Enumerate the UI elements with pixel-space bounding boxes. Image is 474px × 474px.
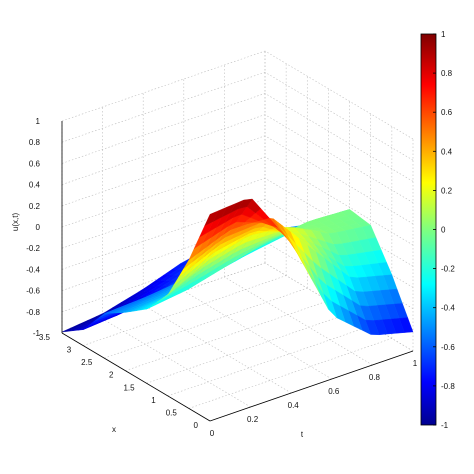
x-tick-label: 1.5 <box>123 383 135 392</box>
colorbar-tick-label: -0.2 <box>441 265 455 274</box>
t-tick-label: 0.8 <box>369 373 381 382</box>
back-wall-grid-line <box>264 156 414 246</box>
z-axis-label: u(x,t) <box>11 213 20 232</box>
colorbar-tick-label: 0.2 <box>441 186 453 195</box>
back-wall-grid-line <box>61 50 266 122</box>
t-tick-label: 0.6 <box>328 387 340 396</box>
colorbar-ticks: -1 -0.8 -0.6 -0.4 -0.2 0 0.2 0.4 0.6 0.8 1 <box>433 30 455 430</box>
back-wall-grid-line <box>264 135 414 225</box>
surface-mesh <box>61 198 414 336</box>
back-wall-grid-line <box>61 71 266 143</box>
back-wall-grid-line <box>264 50 414 140</box>
floor-grid-line <box>104 287 308 359</box>
floor-grid-line <box>188 338 392 409</box>
floor-grid-line <box>143 304 292 394</box>
z-tick-label: -0.2 <box>26 244 40 253</box>
colorbar-tick-label: -0.8 <box>441 382 455 391</box>
x-tick-label: 3 <box>67 346 72 355</box>
surface-patch <box>204 210 219 227</box>
floor-grid-line <box>224 276 373 366</box>
z-tick-label: -0.8 <box>26 308 40 317</box>
back-wall-grid-line <box>264 71 414 161</box>
x-tick-label: 2 <box>109 371 114 380</box>
back-wall-grid-line <box>264 93 414 182</box>
z-tick-label: 0.4 <box>29 181 41 190</box>
colorbar: -1 -0.8 -0.6 -0.4 -0.2 0 0.2 0.4 0.6 0.8 1 <box>420 30 455 430</box>
x-tick-label: 2.5 <box>81 358 93 367</box>
back-wall-grid-line <box>61 114 266 185</box>
back-wall-grid-line <box>61 93 266 164</box>
z-tick-label: 1 <box>36 117 41 126</box>
back-wall-grid-line <box>264 262 414 352</box>
colorbar-tick-label: 0.4 <box>441 147 453 156</box>
t-tick-label: 0.2 <box>247 415 259 424</box>
colorbar-tick-label: 0 <box>441 226 446 235</box>
z-tick-label: 0 <box>36 223 41 232</box>
back-wall-grid-line <box>264 114 414 203</box>
z-tick-label: 0.6 <box>29 159 41 168</box>
colorbar-tick-label: -0.4 <box>441 304 455 313</box>
x-tick-label: 0.5 <box>166 408 178 417</box>
back-wall-grid-line <box>264 177 414 267</box>
colorbar-tick-label: -1 <box>441 421 449 430</box>
x-axis-label: x <box>112 425 116 434</box>
colorbar-tick-label: 0.6 <box>441 108 453 117</box>
floor-grid-line <box>146 313 350 384</box>
x-axis-line <box>61 332 211 422</box>
axes-lines <box>61 121 414 422</box>
t-axis-line <box>209 350 414 422</box>
t-axis-label: t <box>301 430 304 439</box>
colorbar-tick-label: -0.6 <box>441 343 455 352</box>
z-tick-label: 0.2 <box>29 202 41 211</box>
back-wall-grid-line <box>61 177 266 249</box>
floor-grid-line <box>125 300 329 371</box>
floor-grid-line <box>102 318 251 408</box>
x-tick-label: 0 <box>194 421 199 430</box>
z-tick-label: 0.8 <box>29 138 41 147</box>
colorbar-tick-label: 0.8 <box>441 69 453 78</box>
x-tick-label: 3.5 <box>39 333 51 342</box>
z-tick-label: -1 <box>33 329 41 338</box>
z-tick-label: -0.6 <box>26 287 40 296</box>
floor-grid-line <box>83 275 287 346</box>
x-tick-label: 1 <box>151 396 156 405</box>
z-tick-label: -0.4 <box>26 265 40 274</box>
back-wall-grid-line <box>61 156 266 228</box>
t-tick-label: 0 <box>210 429 215 438</box>
floor-grid-line <box>167 325 371 397</box>
tick-labels: -1 -0.8 -0.6 -0.4 -0.2 0 0.2 0.4 0.6 0.8 1 0 0.5 1 1.5… <box>26 117 418 438</box>
colorbar-tick-label: 1 <box>441 30 446 39</box>
t-tick-label: 1 <box>413 359 418 368</box>
floor-grid-line <box>183 290 332 380</box>
t-tick-label: 0.4 <box>288 401 300 410</box>
back-wall-grid-line <box>61 135 266 207</box>
